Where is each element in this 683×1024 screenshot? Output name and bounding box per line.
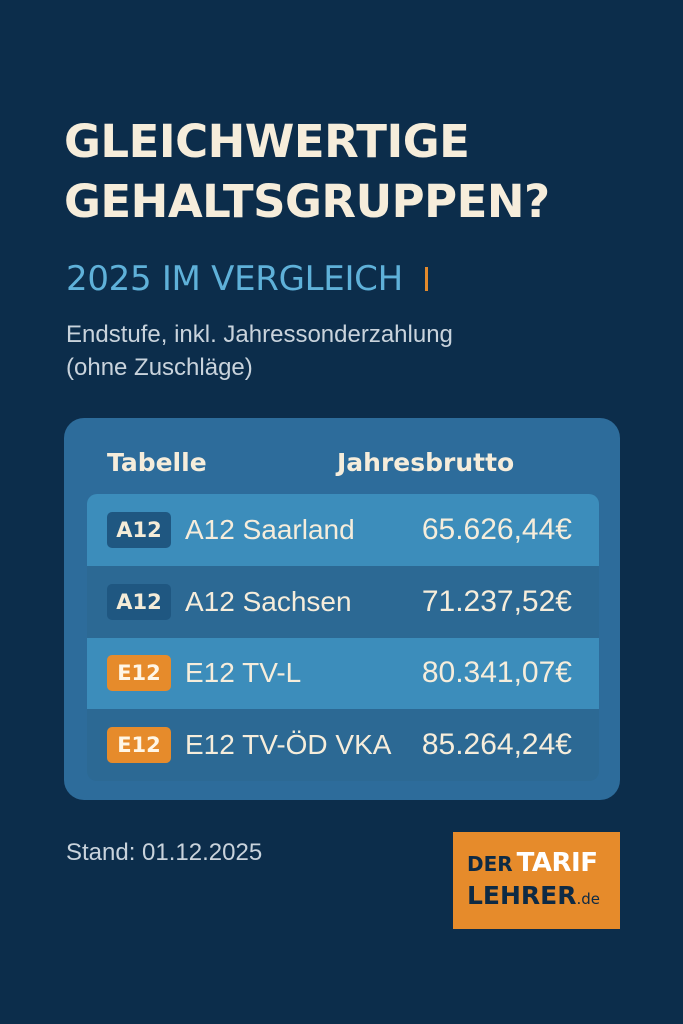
logo-line-2: LEHRER.de — [467, 880, 620, 915]
logo-tarif: TARIF — [516, 848, 598, 878]
column-header-tabelle: Tabelle — [107, 448, 207, 477]
logo-der: DER — [467, 852, 513, 876]
salary-table: Tabelle Jahresbrutto A12 A12 Saarland 65… — [64, 418, 620, 800]
row-amount: 80.341,07€ — [421, 656, 572, 690]
row-amount: 71.237,52€ — [421, 584, 572, 618]
table-row: A12 A12 Sachsen 71.237,52€ — [87, 565, 599, 638]
logo: DER TARIF LEHRER.de — [453, 832, 620, 929]
subtitle-text: 2025 IM VERGLEICH — [66, 259, 403, 299]
table-row: A12 A12 Saarland 65.626,44€ — [87, 494, 599, 566]
row-amount: 85.264,24€ — [421, 728, 572, 762]
row-name: E12 TV-L — [185, 657, 302, 689]
column-header-jahresbrutto: Jahresbrutto — [337, 448, 515, 477]
row-amount: 65.626,44€ — [421, 512, 572, 546]
page-title: GLEICHWERTIGE GEHALTSGRUPPEN? — [64, 112, 550, 232]
note: Endstufe, inkl. Jahressonderzahlung (ohn… — [66, 318, 453, 384]
stand-date: Stand: 01.12.2025 — [66, 839, 263, 866]
note-line-1: Endstufe, inkl. Jahressonderzahlung — [66, 321, 453, 348]
logo-line-1: DER TARIF — [467, 847, 620, 880]
logo-lehrer: LEHRER — [467, 881, 577, 910]
row-name: A12 Sachsen — [185, 585, 352, 617]
title-line-2: GEHALTSGRUPPEN? — [64, 175, 550, 228]
row-badge: E12 — [107, 655, 171, 692]
logo-domain: .de — [576, 890, 601, 908]
subtitle: 2025 IM VERGLEICH — [66, 255, 428, 303]
row-name: E12 TV-ÖD VKA — [185, 729, 392, 761]
row-badge: A12 — [107, 583, 171, 620]
accent-bar — [424, 267, 428, 291]
table-row: E12 E12 TV-ÖD VKA 85.264,24€ — [87, 709, 599, 781]
table-body: A12 A12 Saarland 65.626,44€ A12 A12 Sach… — [87, 494, 599, 781]
note-line-2: (ohne Zuschläge) — [66, 354, 253, 381]
row-name: A12 Saarland — [185, 513, 355, 545]
row-badge: A12 — [107, 511, 171, 548]
table-row: E12 E12 TV-L 80.341,07€ — [87, 637, 599, 710]
title-line-1: GLEICHWERTIGE — [64, 115, 470, 168]
row-badge: E12 — [107, 727, 171, 764]
